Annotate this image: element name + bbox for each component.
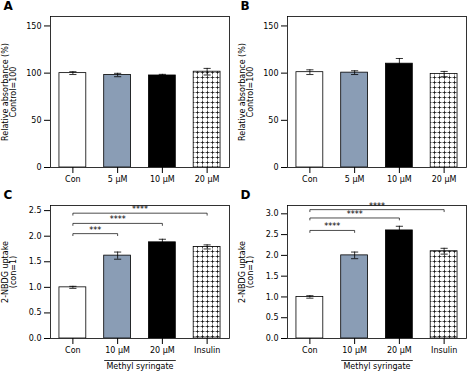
svg-text:****: **** xyxy=(110,215,126,224)
svg-text:Methyl syringate: Methyl syringate xyxy=(106,362,173,371)
svg-text:2-NBDG uptake(con=1): 2-NBDG uptake(con=1) xyxy=(238,241,255,303)
svg-text:Insulin: Insulin xyxy=(431,346,457,355)
svg-text:5 μM: 5 μM xyxy=(345,175,365,184)
svg-text:50: 50 xyxy=(268,116,278,125)
svg-text:Con: Con xyxy=(302,175,318,184)
svg-text:Con: Con xyxy=(65,175,81,184)
svg-text:20 μM: 20 μM xyxy=(150,346,175,355)
svg-text:1.5: 1.5 xyxy=(29,257,42,266)
svg-text:50: 50 xyxy=(31,116,41,125)
svg-text:0.5: 0.5 xyxy=(266,313,279,322)
svg-text:2.5: 2.5 xyxy=(266,230,279,239)
svg-text:20 μM: 20 μM xyxy=(432,175,457,184)
svg-text:1.0: 1.0 xyxy=(266,292,279,301)
svg-text:2.0: 2.0 xyxy=(29,232,42,241)
svg-text:150: 150 xyxy=(263,21,278,30)
svg-text:Relative absorbance (%)Control: Relative absorbance (%)Control=100 xyxy=(238,43,255,141)
svg-text:100: 100 xyxy=(263,69,278,78)
svg-text:3.0: 3.0 xyxy=(266,209,279,218)
svg-text:10 μM: 10 μM xyxy=(150,175,175,184)
svg-text:20 μM: 20 μM xyxy=(195,175,220,184)
svg-text:10 μM: 10 μM xyxy=(105,346,130,355)
svg-text:100: 100 xyxy=(26,69,41,78)
svg-text:2-NBDG uptake(con=1): 2-NBDG uptake(con=1) xyxy=(1,241,18,303)
svg-text:0.0: 0.0 xyxy=(266,334,279,343)
svg-text:B: B xyxy=(241,0,250,13)
svg-text:****: **** xyxy=(132,205,148,214)
svg-text:10 μM: 10 μM xyxy=(387,175,412,184)
svg-text:D: D xyxy=(241,189,251,202)
svg-text:***: *** xyxy=(89,226,101,235)
svg-text:0.0: 0.0 xyxy=(29,334,42,343)
svg-text:Con: Con xyxy=(65,346,81,355)
svg-text:****: **** xyxy=(324,222,340,231)
svg-text:1.5: 1.5 xyxy=(266,272,279,281)
svg-text:C: C xyxy=(4,189,13,202)
svg-text:10 μM: 10 μM xyxy=(342,346,367,355)
svg-text:2.0: 2.0 xyxy=(266,251,279,260)
svg-text:Con: Con xyxy=(302,346,318,355)
svg-text:1.0: 1.0 xyxy=(29,283,42,292)
svg-text:****: **** xyxy=(369,202,385,211)
svg-text:0: 0 xyxy=(36,163,41,172)
svg-text:Insulin: Insulin xyxy=(194,346,220,355)
svg-text:2.5: 2.5 xyxy=(29,206,42,215)
svg-text:5 μM: 5 μM xyxy=(108,175,128,184)
svg-text:150: 150 xyxy=(26,21,41,30)
svg-text:A: A xyxy=(4,0,14,13)
svg-text:0.5: 0.5 xyxy=(29,308,42,317)
svg-text:20 μM: 20 μM xyxy=(387,346,412,355)
svg-text:****: **** xyxy=(347,210,363,219)
svg-text:0: 0 xyxy=(273,163,278,172)
svg-text:Methyl syringate: Methyl syringate xyxy=(343,362,410,371)
svg-text:Relative absorbance (%)Control: Relative absorbance (%)Control=100 xyxy=(1,43,18,141)
